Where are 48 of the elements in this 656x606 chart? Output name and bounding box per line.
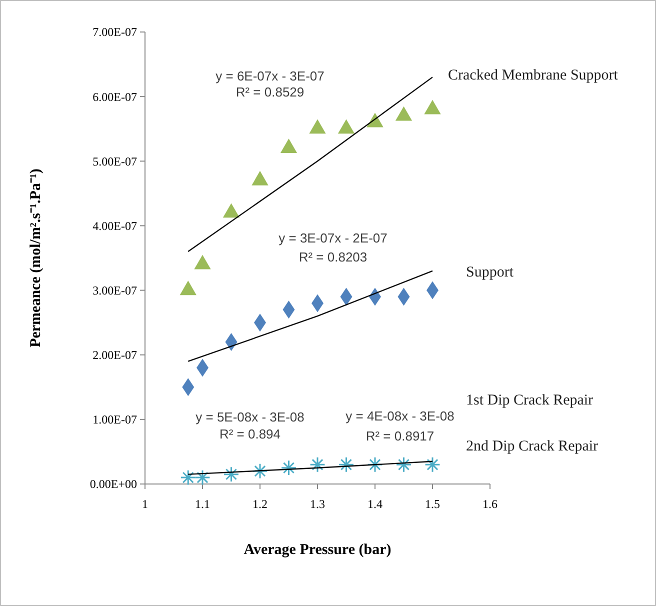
x-tick-label: 1.5: [425, 497, 440, 511]
annotation: R² = 0.8917: [366, 428, 434, 444]
point: [180, 280, 196, 296]
annotation: y = 6E-07x - 3E-07: [216, 68, 324, 84]
point: [424, 456, 440, 473]
series-label: Cracked Membrane Support: [448, 67, 619, 84]
annotation: R² = 0.8529: [236, 84, 304, 100]
series-label: 2nd Dip Crack Repair: [466, 438, 598, 455]
text: 1st Dip Crack Repair: [466, 392, 594, 409]
x-tick-label: 1.4: [368, 497, 382, 511]
series-label: Support: [466, 264, 514, 280]
point: [252, 463, 268, 480]
point: [310, 456, 326, 473]
point: [395, 106, 412, 121]
annotation: R² = 0.8203: [298, 250, 368, 265]
annotation: R² = 0.894: [219, 426, 281, 442]
point: [338, 119, 355, 134]
x-tick-label: 1.2: [252, 497, 268, 511]
point: [194, 470, 210, 486]
y-tick-label: 2.00E-07: [92, 348, 137, 362]
y-tick-label: 4.00E-07: [92, 218, 137, 233]
y-tick-label: 5.00E-07: [92, 154, 137, 168]
point: [396, 456, 412, 473]
x-tick-label: 1.1: [195, 497, 210, 511]
x-tick-label: 1.3: [310, 497, 325, 511]
point: [180, 470, 196, 486]
point: [367, 456, 383, 473]
y-tick-label: 6.00E-07: [92, 90, 137, 104]
point: [222, 203, 240, 218]
point: [223, 466, 240, 482]
annotation: y = 5E-08x - 3E-08: [196, 410, 304, 425]
point: [309, 119, 326, 134]
point: [194, 254, 211, 270]
annotation: y = 3E-07x - 2E-07: [278, 230, 388, 246]
y-tick-label: 1.00E-07: [92, 412, 137, 427]
point: [280, 460, 297, 476]
y-tick-label: 0.00E+00: [90, 477, 137, 492]
y-axis-title: Permeance (mol/m².s⁻¹.Pa⁻¹): [28, 168, 44, 348]
point: [252, 170, 268, 186]
x-tick-label: 1.6: [482, 497, 498, 511]
point: [338, 456, 354, 473]
y-tick-label: 3.00E-07: [92, 283, 137, 298]
annotation: y = 4E-08x - 3E-08: [346, 408, 454, 424]
x-axis-title: Average Pressure (bar): [244, 542, 392, 558]
x-tick-label: 1: [142, 497, 148, 511]
point: [280, 138, 298, 154]
y-tick-label: 7.00E-07: [92, 25, 137, 40]
point: [424, 100, 441, 114]
